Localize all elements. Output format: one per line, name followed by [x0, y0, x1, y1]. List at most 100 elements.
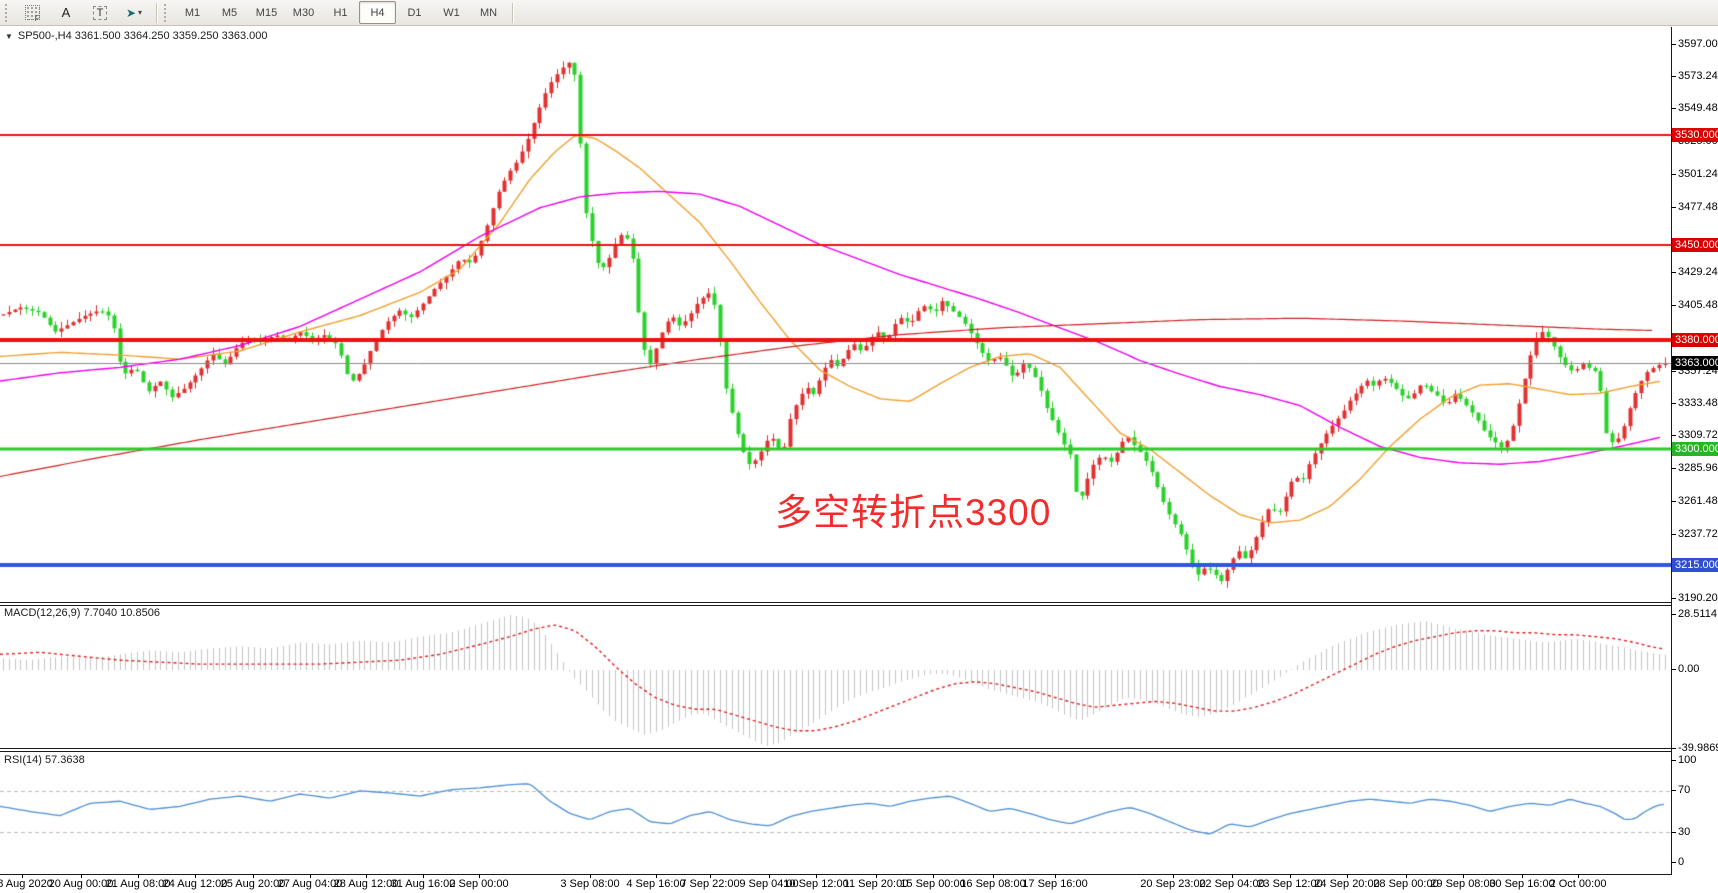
- time-axis-label: 2 Oct 00:00: [1549, 878, 1607, 890]
- text-label-icon: T: [92, 5, 108, 20]
- price-axis-tick: [1671, 435, 1676, 437]
- chevron-down-icon: ▾: [138, 8, 143, 17]
- price-level-badge[interactable]: 3450.000: [1672, 237, 1718, 252]
- price-axis-line: [1671, 27, 1672, 875]
- macd-axis-tick: [1671, 747, 1676, 749]
- macd-indicator-label: MACD(12,26,9) 7.7040 10.8506: [4, 607, 160, 619]
- time-axis-label: 3 Sep 08:00: [560, 878, 620, 890]
- time-axis-tick: [1173, 874, 1174, 878]
- price-level-badge[interactable]: 3530.000: [1672, 128, 1718, 143]
- time-axis-tick: [1347, 874, 1348, 878]
- price-level-badge[interactable]: 3380.000: [1672, 333, 1718, 348]
- price-axis-tick: [1671, 108, 1676, 110]
- macd-axis-label: -39.9869: [1678, 741, 1718, 754]
- time-axis-tick: [1055, 874, 1056, 878]
- price-axis-label: 3237.720: [1678, 527, 1718, 540]
- time-axis-label: 23 Sep 12:00: [1257, 878, 1323, 890]
- timeframe-button-H4[interactable]: H4: [359, 1, 396, 24]
- time-axis-label: 28 Sep 00:00: [1373, 878, 1439, 890]
- price-axis-label: 3501.240: [1678, 168, 1718, 181]
- rsi-axis-tick: [1671, 759, 1676, 761]
- time-axis-label: 30 Sep 16:00: [1489, 878, 1555, 890]
- time-axis-label: 25 Aug 20:00: [220, 878, 286, 890]
- draw-text-button[interactable]: A: [49, 1, 83, 24]
- time-axis-label: 7 Sep 22:00: [680, 878, 740, 890]
- time-axis-tick: [933, 874, 934, 878]
- price-axis-tick: [1671, 304, 1676, 306]
- macd-axis-tick: [1671, 613, 1676, 615]
- price-axis-label: 3549.480: [1678, 102, 1718, 115]
- arrow-tools-button[interactable]: ➤ ▾: [117, 1, 151, 24]
- timeframe-button-M1[interactable]: M1: [184, 6, 201, 19]
- timeframe-button-D1[interactable]: D1: [407, 6, 422, 19]
- time-axis-tick: [1522, 874, 1523, 878]
- time-axis-label: 11 Sep 20:00: [843, 878, 909, 890]
- time-axis-label: 22 Sep 04:00: [1199, 878, 1265, 890]
- timeframe-button-M5[interactable]: M5: [221, 6, 238, 19]
- price-axis-tick: [1671, 533, 1676, 535]
- price-axis-label: 3285.960: [1678, 461, 1718, 474]
- price-level-badge[interactable]: 3215.000: [1672, 558, 1718, 573]
- rsi-axis-tick: [1671, 862, 1676, 864]
- panel-separator[interactable]: [0, 748, 1671, 752]
- macd-axis-label: 28.5114: [1678, 607, 1717, 620]
- current-price-badge: 3363.000: [1672, 356, 1718, 371]
- time-axis-label: 27 Aug 04:00: [277, 878, 343, 890]
- price-axis-label: 3261.480: [1678, 495, 1718, 508]
- time-axis-tick: [1232, 874, 1233, 878]
- time-axis-label: 20 Aug 00:00: [48, 878, 114, 890]
- price-axis-label: 3309.720: [1678, 429, 1718, 442]
- time-axis-tick: [993, 874, 994, 878]
- time-axis-tick: [1578, 874, 1579, 878]
- time-axis-tick: [81, 874, 82, 878]
- time-axis-tick: [253, 874, 254, 878]
- toolbar-grip[interactable]: [5, 3, 11, 22]
- text-label-button[interactable]: T: [83, 1, 117, 24]
- time-axis-tick: [366, 874, 367, 878]
- price-axis-tick: [1671, 174, 1676, 176]
- time-axis-label: 29 Sep 08:00: [1430, 878, 1496, 890]
- time-axis-tick: [590, 874, 591, 878]
- time-axis-label: 24 Aug 12:00: [162, 878, 228, 890]
- time-axis-tick: [195, 874, 196, 878]
- time-axis-tick: [656, 874, 657, 878]
- timeframe-button-M15[interactable]: M15: [255, 6, 278, 19]
- time-axis-label: 17 Sep 16:00: [1022, 878, 1088, 890]
- toolbar-grip[interactable]: [164, 3, 170, 22]
- price-axis-label: 3405.480: [1678, 298, 1718, 311]
- price-axis-tick: [1671, 501, 1676, 503]
- time-axis-tick: [423, 874, 424, 878]
- time-axis-label: 28 Aug 12:00: [333, 878, 399, 890]
- timeframe-button-H1[interactable]: H1: [333, 6, 348, 19]
- timeframe-button-MN[interactable]: MN: [479, 6, 498, 19]
- selection-tool-button[interactable]: F: [15, 1, 49, 24]
- time-axis-tick: [769, 874, 770, 878]
- macd-axis-label: 0.00: [1678, 663, 1700, 676]
- time-axis-tick: [1406, 874, 1407, 878]
- selection-grid-icon: F: [24, 5, 40, 23]
- timeframe-bar: M1 M5 M15 M30 H1 H4 D1 W1 MN: [174, 1, 507, 24]
- macd-panel-chart[interactable]: [0, 606, 1671, 748]
- macd-axis-tick: [1671, 669, 1676, 671]
- timeframe-button-W1[interactable]: W1: [443, 6, 460, 19]
- main-price-chart[interactable]: [0, 27, 1671, 602]
- time-axis-tick: [710, 874, 711, 878]
- panel-separator[interactable]: [0, 602, 1671, 606]
- time-axis-label: 31 Aug 16:00: [390, 878, 456, 890]
- time-axis-label: 16 Sep 08:00: [960, 878, 1026, 890]
- rsi-axis-tick: [1671, 790, 1676, 792]
- time-axis-tick: [22, 874, 23, 878]
- timeframe-button-M30[interactable]: M30: [292, 6, 315, 19]
- chart-annotation-text: 多空转折点3300: [775, 492, 1052, 533]
- arrow-tools-icon: ➤: [125, 5, 137, 20]
- toolbar-separator: [512, 2, 513, 23]
- time-axis-tick: [816, 874, 817, 878]
- time-axis-tick: [1290, 874, 1291, 878]
- price-axis-label: 3477.480: [1678, 200, 1718, 213]
- rsi-panel-chart[interactable]: [0, 752, 1671, 874]
- time-axis-label: 9 Sep 04:00: [739, 878, 799, 890]
- price-axis-label: 3190.200: [1678, 592, 1718, 605]
- price-axis-label: 3597.000: [1678, 37, 1718, 50]
- price-axis-tick: [1671, 467, 1676, 469]
- price-level-badge[interactable]: 3300.000: [1672, 442, 1718, 457]
